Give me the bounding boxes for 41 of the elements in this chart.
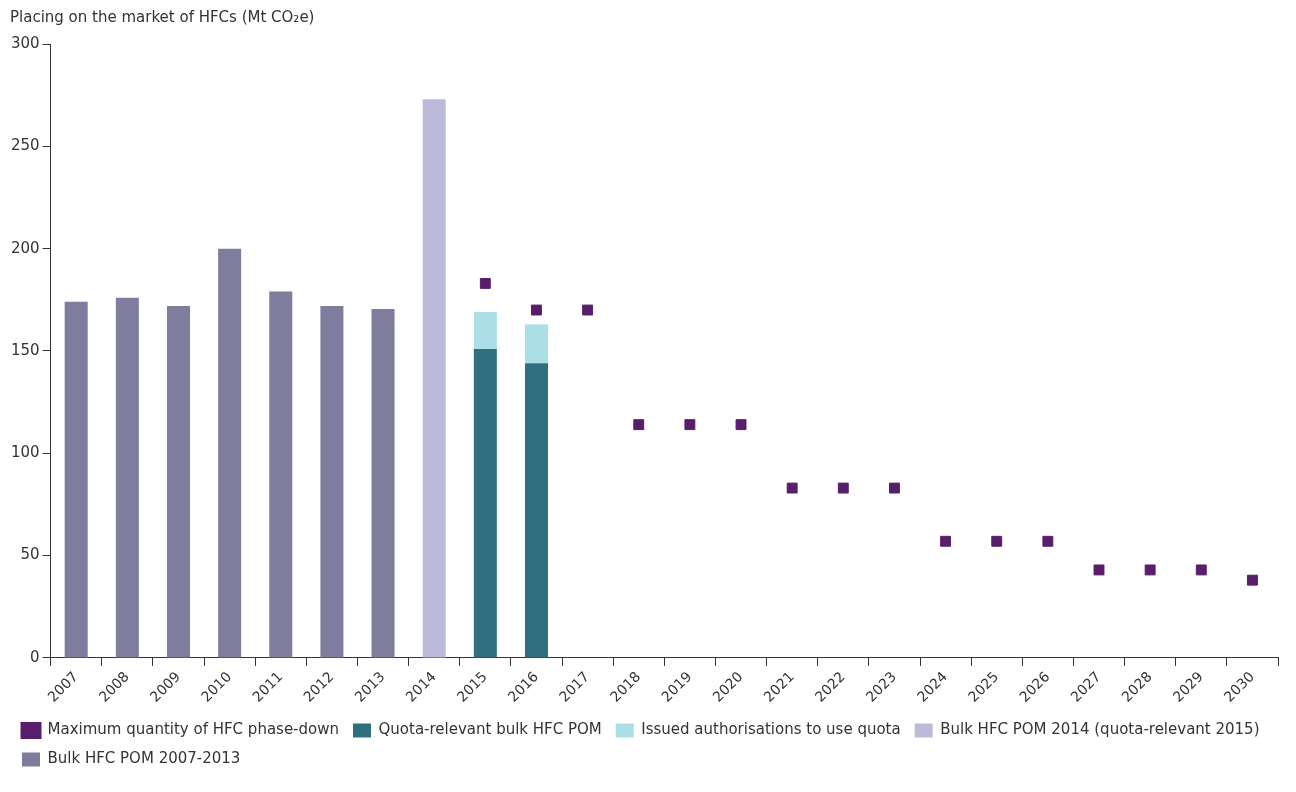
legend-label: Issued authorisations to use quota: [641, 720, 901, 739]
bar: [64, 301, 88, 658]
point: [1246, 574, 1258, 586]
bar: [269, 291, 293, 658]
y-tick-label: 100: [10, 443, 40, 462]
bar: [218, 248, 242, 658]
point: [1093, 564, 1105, 576]
point: [1042, 535, 1054, 547]
legend-label: Bulk HFC POM 2014 (quota-relevant 2015): [940, 720, 1260, 739]
legend-label: Bulk HFC POM 2007-2013: [47, 749, 241, 768]
point: [735, 419, 747, 431]
point: [531, 304, 542, 316]
bar: [524, 324, 548, 364]
point: [940, 535, 952, 547]
legend-label: Quota-relevant bulk HFC POM: [378, 720, 602, 739]
point: [1195, 564, 1207, 576]
point: [786, 482, 798, 494]
point: [837, 482, 849, 494]
y-tick-label: 200: [10, 238, 40, 257]
bar: [524, 363, 548, 658]
bar: [166, 305, 190, 658]
point: [991, 535, 1003, 547]
bar: [320, 305, 344, 658]
bar: [115, 297, 139, 658]
point: [1144, 564, 1156, 576]
y-tick-label: 300: [10, 33, 40, 52]
point: [684, 419, 696, 431]
y-tick-label: 150: [10, 340, 40, 359]
bar: [473, 348, 497, 658]
y-tick-label: 0: [30, 647, 40, 666]
point: [479, 277, 491, 289]
y-axis-title: Placing on the market of HFCs (Mt CO₂e): [10, 8, 316, 26]
point: [633, 419, 645, 431]
point: [582, 304, 594, 316]
bar: [473, 312, 497, 349]
point: [889, 482, 900, 494]
y-tick-label: 50: [20, 545, 40, 564]
bar: [422, 99, 446, 658]
y-tick-label: 250: [10, 136, 40, 155]
bar: [371, 309, 395, 658]
legend-label: Maximum quantity of HFC phase-down: [47, 720, 340, 739]
